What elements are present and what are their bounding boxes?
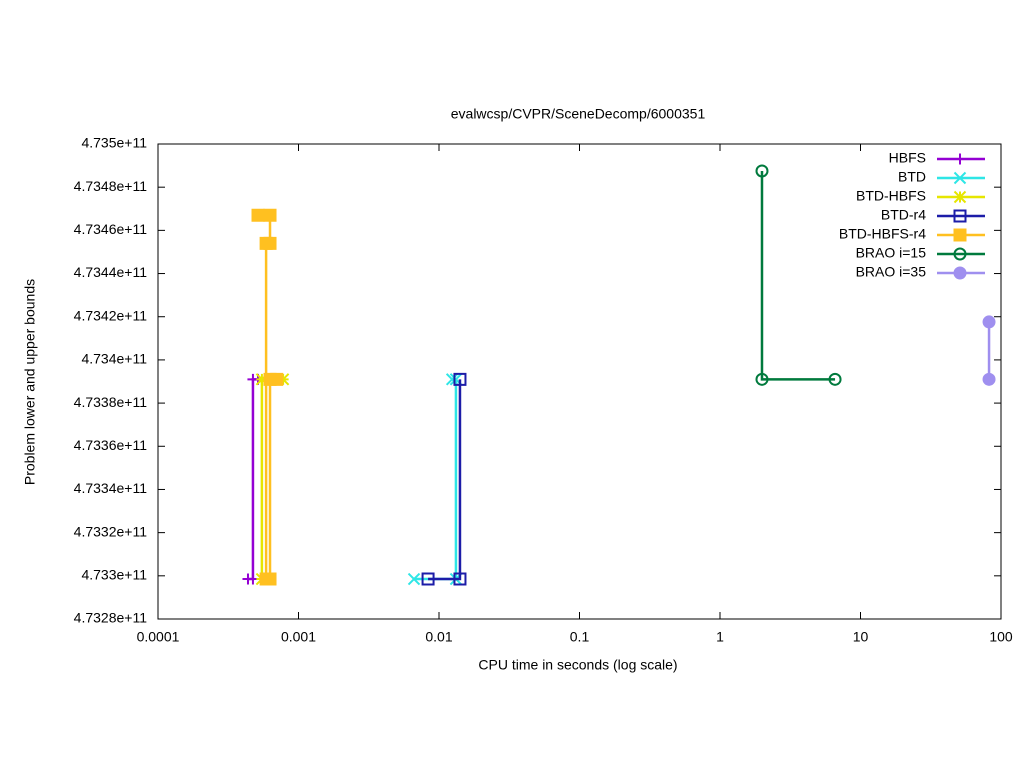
x-tick-label: 0.1 bbox=[570, 629, 590, 645]
y-tick-label: 4.7348e+11 bbox=[74, 178, 148, 194]
x-tick-label: 10 bbox=[853, 629, 869, 645]
y-tick-label: 4.7332e+11 bbox=[74, 523, 148, 539]
legend-label: BTD-HBFS bbox=[856, 188, 926, 204]
point-marker bbox=[259, 236, 273, 250]
x-tick-label: 1 bbox=[716, 629, 724, 645]
y-tick-label: 4.7344e+11 bbox=[74, 264, 148, 280]
y-tick-label: 4.7336e+11 bbox=[74, 437, 148, 453]
point-marker bbox=[453, 372, 467, 386]
point-marker bbox=[263, 572, 277, 586]
point-marker bbox=[445, 373, 459, 386]
point-marker bbox=[982, 315, 996, 329]
point-marker bbox=[953, 266, 967, 280]
legend-label: BRAO i=35 bbox=[856, 264, 927, 280]
point-marker bbox=[421, 572, 435, 586]
x-tick-label: 0.0001 bbox=[137, 629, 180, 645]
point-marker bbox=[251, 208, 265, 222]
series-line bbox=[428, 379, 462, 581]
y-tick-label: 4.734e+11 bbox=[81, 351, 147, 367]
point-marker bbox=[953, 209, 967, 223]
x-tick-label: 0.001 bbox=[281, 629, 316, 645]
point-marker bbox=[255, 373, 269, 386]
point-marker bbox=[755, 164, 769, 178]
point-marker bbox=[982, 372, 996, 386]
x-axis-label: CPU time in seconds (log scale) bbox=[478, 657, 677, 673]
point-marker bbox=[828, 372, 842, 386]
legend-label: BTD-HBFS-r4 bbox=[839, 226, 926, 242]
y-tick-label: 4.7334e+11 bbox=[74, 480, 148, 496]
point-marker bbox=[953, 247, 967, 261]
point-marker bbox=[953, 228, 967, 242]
y-tick-label: 4.7338e+11 bbox=[74, 394, 148, 410]
y-tick-label: 4.7342e+11 bbox=[74, 307, 148, 323]
series-line bbox=[760, 170, 836, 381]
y-tick-label: 4.735e+11 bbox=[81, 135, 147, 151]
legend-label: BTD bbox=[898, 169, 926, 185]
point-marker bbox=[270, 372, 284, 386]
legend-label: BTD-r4 bbox=[881, 207, 926, 223]
point-marker bbox=[263, 208, 277, 222]
y-tick-label: 4.7346e+11 bbox=[74, 221, 148, 237]
x-tick-label: 100 bbox=[989, 629, 1013, 645]
y-tick-label: 4.7328e+11 bbox=[74, 610, 148, 626]
legend-label: HBFS bbox=[889, 150, 926, 166]
point-marker bbox=[453, 572, 467, 586]
point-marker bbox=[407, 572, 421, 586]
y-axis-label: Problem lower and upper bounds bbox=[22, 279, 38, 485]
point-marker bbox=[953, 190, 967, 204]
y-tick-label: 4.733e+11 bbox=[81, 567, 147, 583]
point-marker bbox=[954, 153, 966, 165]
point-marker bbox=[755, 372, 769, 386]
legend-label: BRAO i=15 bbox=[856, 245, 927, 261]
point-marker bbox=[953, 171, 967, 185]
chart-title: evalwcsp/CVPR/SceneDecomp/6000351 bbox=[451, 106, 706, 122]
x-tick-label: 0.01 bbox=[425, 629, 452, 645]
